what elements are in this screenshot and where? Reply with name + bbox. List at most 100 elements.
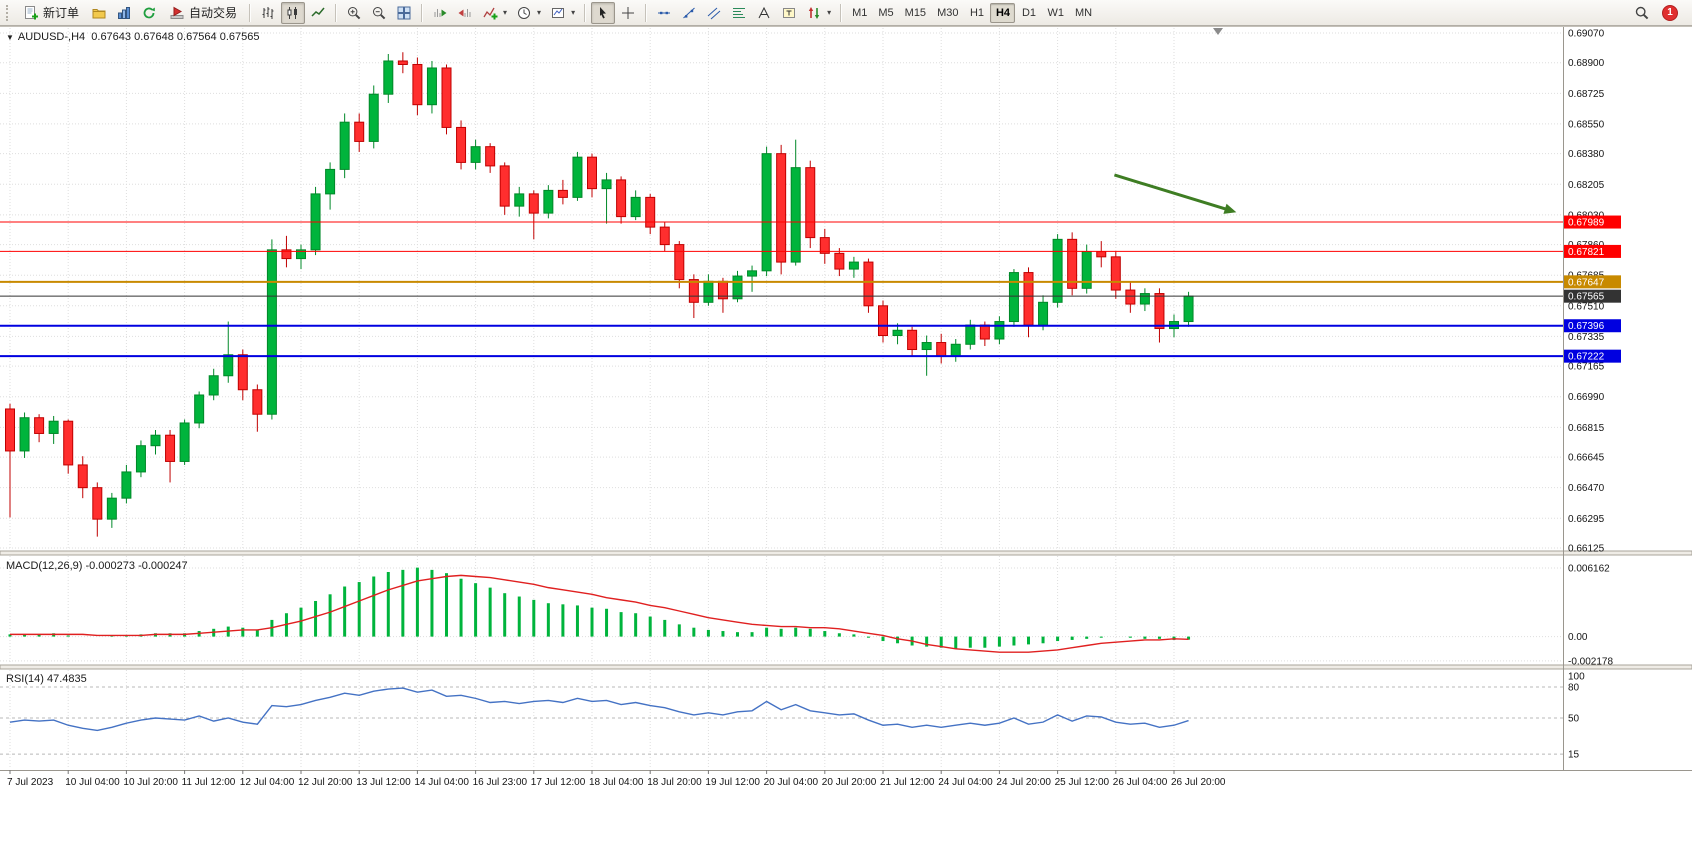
bullish-candle: [1139, 293, 1150, 305]
zoom-out-button[interactable]: [367, 2, 391, 24]
price-tick-label: 0.66125: [1568, 544, 1605, 555]
chart-shift-icon: [458, 8, 471, 17]
bullish-candle: [383, 60, 394, 95]
price-tick-label: 0.68380: [1568, 149, 1605, 160]
trendline-button[interactable]: [677, 2, 701, 24]
trendline-icon: [683, 7, 695, 18]
bullish-candle: [747, 270, 758, 277]
crosshair-button[interactable]: [616, 2, 640, 24]
time-scale[interactable]: 7 Jul 2023 10 Jul 04:00 10 Jul 20:00 11 Jul…: [7, 770, 1226, 788]
refresh-button[interactable]: [137, 2, 161, 24]
timeframe-mn-button[interactable]: MN: [1070, 3, 1097, 23]
time-tick-label: 16 Jul 23:00: [473, 777, 528, 788]
market-watch-button[interactable]: [112, 2, 136, 24]
timeframe-m5-button[interactable]: M5: [873, 3, 898, 23]
templates-icon: [552, 7, 565, 18]
cursor-button[interactable]: [591, 1, 616, 24]
time-tick-label: 12 Jul 04:00: [240, 777, 295, 788]
bearish-candle: [485, 146, 496, 167]
timeframe-h4-button[interactable]: H4: [990, 2, 1016, 23]
bearish-candle: [499, 165, 510, 207]
zoom-in-button[interactable]: [342, 2, 366, 24]
autotrading-button[interactable]: 自动交易: [162, 2, 244, 24]
time-tick-label: 12 Jul 20:00: [298, 777, 353, 788]
notification-badge[interactable]: 1: [1662, 4, 1678, 21]
bars-chart-button[interactable]: [256, 2, 280, 24]
bullish-candle: [179, 422, 190, 462]
new-order-button[interactable]: 新订单: [16, 2, 86, 24]
time-tick-label: 17 Jul 12:00: [531, 777, 586, 788]
candles-chart-icon: [287, 6, 298, 19]
dropdown-caret: ▾: [827, 8, 832, 17]
bullish-candle: [1038, 301, 1049, 326]
macd-signal-line: [10, 574, 1189, 653]
candles-chart-button[interactable]: [281, 1, 306, 24]
text-label-button[interactable]: [777, 2, 801, 24]
timeframe-h1-button[interactable]: H1: [964, 3, 989, 23]
candles-layer: [5, 52, 1194, 537]
one-click-trading-toggle[interactable]: ▼: [6, 33, 14, 42]
bullish-candle: [368, 93, 379, 142]
templates-button[interactable]: ▾: [546, 2, 579, 24]
price-tick-label: 0.67510: [1568, 301, 1605, 312]
bullish-candle: [1183, 295, 1194, 323]
indicators-button[interactable]: ▾: [478, 2, 511, 24]
bullish-candle: [543, 189, 554, 214]
bearish-candle: [5, 408, 15, 452]
new-order-label: 新订单: [43, 6, 80, 20]
macd-tick-label: -0.002178: [1568, 656, 1613, 667]
price-tick-label: 0.66990: [1568, 392, 1605, 403]
timeframe-m15-button[interactable]: M15: [900, 3, 931, 23]
tile-windows-button[interactable]: [392, 2, 416, 24]
price-tick-label: 0.67165: [1568, 362, 1605, 373]
timeframe-m1-button[interactable]: M1: [847, 3, 872, 23]
time-tick-label: 18 Jul 04:00: [589, 777, 644, 788]
price-line-label: 0.67222: [1568, 352, 1605, 363]
bullish-candle: [1052, 238, 1063, 303]
trend-arrow[interactable]: [1113, 173, 1237, 214]
hlines-layer[interactable]: [0, 221, 1563, 358]
bearish-candle: [936, 342, 947, 358]
bullish-candle: [630, 196, 641, 218]
bullish-candle: [921, 342, 932, 351]
search-button[interactable]: [1630, 2, 1654, 24]
text-button[interactable]: [752, 2, 776, 24]
chart-shift-marker[interactable]: [1213, 28, 1223, 35]
autotrading-label: 自动交易: [189, 6, 238, 20]
channel-button[interactable]: [702, 2, 726, 24]
text-icon: [758, 6, 770, 18]
toolbar-grip[interactable]: [6, 4, 11, 21]
timeframe-d1-button[interactable]: D1: [1016, 3, 1041, 23]
text-label-icon: [783, 7, 796, 18]
arrows-button[interactable]: ▾: [802, 2, 835, 24]
tile-windows-icon: [397, 6, 411, 19]
timeframe-m30-button[interactable]: M30: [932, 3, 963, 23]
bearish-candle: [979, 324, 990, 340]
market-watch-icon: [118, 6, 131, 19]
price-line-label-box: [1564, 215, 1621, 229]
chart-area[interactable]: 0.69070 0.68900 0.68725 0.68550 0.68380 0.682…: [0, 26, 1692, 851]
bearish-candle: [863, 261, 874, 307]
chart-canvas[interactable]: 0.69070 0.68900 0.68725 0.68550 0.68380 0.682…: [0, 26, 1692, 851]
fibonacci-button[interactable]: [727, 2, 751, 24]
horizontal-line-button[interactable]: [652, 2, 676, 24]
price-scale[interactable]: 0.69070 0.68900 0.68725 0.68550 0.68380 0.682…: [1564, 29, 1621, 761]
panel-separator-rsi[interactable]: [0, 664, 1692, 670]
chart-shift-button[interactable]: [453, 2, 477, 24]
timeframe-w1-button[interactable]: W1: [1042, 3, 1069, 23]
line-chart-button[interactable]: [306, 2, 330, 24]
toolbar-separator: [584, 3, 587, 22]
auto-scroll-button[interactable]: [428, 2, 452, 24]
periods-icon: [518, 6, 531, 19]
bullish-candle: [965, 324, 976, 345]
bearish-candle: [674, 244, 685, 281]
price-tick-label: 0.66815: [1568, 423, 1605, 434]
time-tick-label: 13 Jul 12:00: [356, 777, 411, 788]
bearish-candle: [165, 434, 176, 462]
periods-button[interactable]: ▾: [512, 2, 545, 24]
panel-separator-macd[interactable]: [0, 550, 1692, 556]
bullish-candle: [848, 261, 859, 270]
bearish-candle: [412, 63, 423, 106]
profiles-button[interactable]: [87, 2, 111, 24]
bearish-candle: [456, 126, 467, 163]
